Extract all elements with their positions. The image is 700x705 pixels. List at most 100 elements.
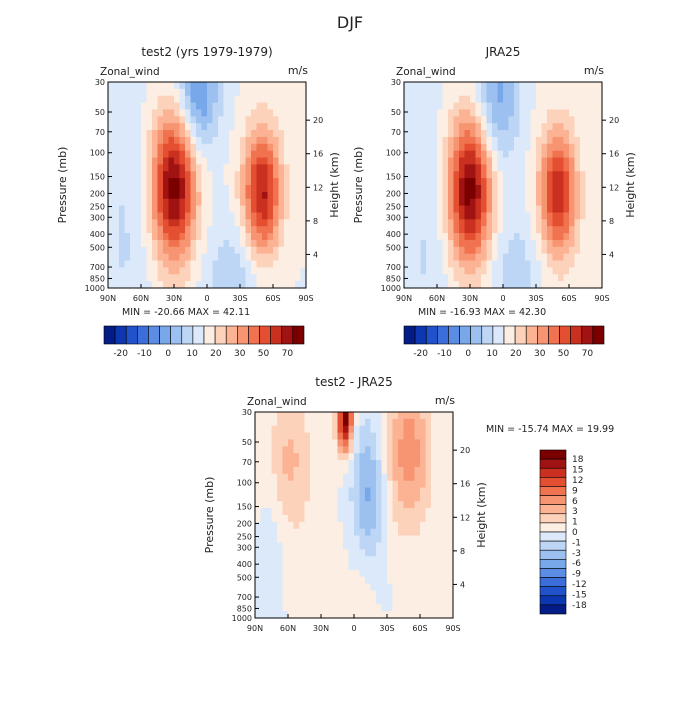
field-cell <box>273 136 280 145</box>
field-cell <box>130 267 137 275</box>
field-cell <box>519 171 526 179</box>
field-cell <box>256 95 263 104</box>
field-cell <box>207 116 214 124</box>
field-cell <box>266 597 273 605</box>
field-cell <box>284 123 291 131</box>
field-cell <box>284 212 291 220</box>
field-cell <box>415 143 422 152</box>
field-cell <box>359 604 366 612</box>
field-cell <box>370 556 377 564</box>
field-cell <box>403 549 410 557</box>
field-cell <box>300 95 306 104</box>
field-cell <box>271 473 278 482</box>
field-cell <box>337 521 344 530</box>
field-cell <box>201 88 208 97</box>
field-cell <box>365 569 372 578</box>
height-tick-label: 20 <box>609 116 619 125</box>
field-cell <box>293 569 300 578</box>
field-cell <box>273 260 280 268</box>
field-cell <box>267 88 274 97</box>
field-cell <box>196 116 203 124</box>
field-cell <box>580 281 587 288</box>
colorbar-swatch <box>581 325 594 345</box>
colorbar-swatch <box>539 513 567 524</box>
field-cell <box>135 246 142 255</box>
field-cell <box>300 281 306 288</box>
field-cell <box>481 130 488 138</box>
field-cell <box>376 563 383 571</box>
field-cell <box>552 116 559 124</box>
field-cell <box>190 260 197 268</box>
field-cell <box>486 219 493 227</box>
field-cell <box>326 460 333 468</box>
field-cell <box>130 198 137 207</box>
field-cell <box>267 82 274 90</box>
field-cell <box>453 239 460 248</box>
field-cell <box>157 267 164 275</box>
field-cell <box>459 130 466 138</box>
field-cell <box>146 191 153 200</box>
field-cell <box>596 164 602 172</box>
field-cell <box>113 281 120 288</box>
field-cell <box>130 246 137 255</box>
field-cell <box>152 191 159 200</box>
field-cell <box>190 246 197 255</box>
field-cell <box>508 185 515 193</box>
colorbar-swatch <box>525 325 538 345</box>
field-cell <box>492 171 499 179</box>
field-cell <box>470 239 477 248</box>
y-tick-label: 30 <box>95 78 105 87</box>
field-cell <box>273 150 280 159</box>
field-cell <box>497 82 504 90</box>
field-cell <box>448 164 455 172</box>
field-cell <box>201 150 208 159</box>
field-cell <box>547 164 554 172</box>
field-cell <box>332 542 339 550</box>
field-cell <box>315 590 322 598</box>
field-cell <box>558 219 565 227</box>
field-cell <box>525 164 532 172</box>
field-cell <box>448 191 455 200</box>
field-cell <box>426 171 433 179</box>
field-cell <box>403 432 410 441</box>
field-cell <box>293 515 300 523</box>
y-axis-label: Pressure (mb) <box>56 147 69 224</box>
field-cell <box>569 109 576 117</box>
field-cell <box>278 130 285 138</box>
field-cell <box>293 604 300 612</box>
field-cell <box>190 164 197 172</box>
field-cell <box>431 480 438 489</box>
field-cell <box>470 116 477 124</box>
field-cell <box>508 143 515 152</box>
field-cell <box>437 157 444 165</box>
field-cell <box>251 136 258 145</box>
field-cell <box>492 123 499 131</box>
field-cell <box>168 102 175 111</box>
field-cell <box>519 246 526 255</box>
colorbar-label: 0 <box>572 528 578 538</box>
field-cell <box>436 480 443 489</box>
field-cell <box>299 494 306 502</box>
field-cell <box>530 88 537 97</box>
field-cell <box>255 583 262 592</box>
y-tick-label: 100 <box>90 149 105 158</box>
field-cell <box>337 439 344 447</box>
field-cell <box>273 95 280 104</box>
field-cell <box>273 82 280 90</box>
field-cell <box>381 515 388 523</box>
field-cell <box>514 178 521 186</box>
field-cell <box>585 246 592 255</box>
field-cell <box>266 460 273 468</box>
field-cell <box>359 590 366 598</box>
field-cell <box>190 267 197 275</box>
field-cell <box>141 226 148 234</box>
colorbar-label: 50 <box>258 349 270 359</box>
field-cell <box>113 109 120 117</box>
field-cell <box>475 116 482 124</box>
field-cell <box>315 432 322 441</box>
field-cell <box>448 95 455 104</box>
field-cell <box>207 164 214 172</box>
field-cell <box>381 556 388 564</box>
colorbar-swatch <box>539 559 567 569</box>
field-cell <box>310 542 317 550</box>
